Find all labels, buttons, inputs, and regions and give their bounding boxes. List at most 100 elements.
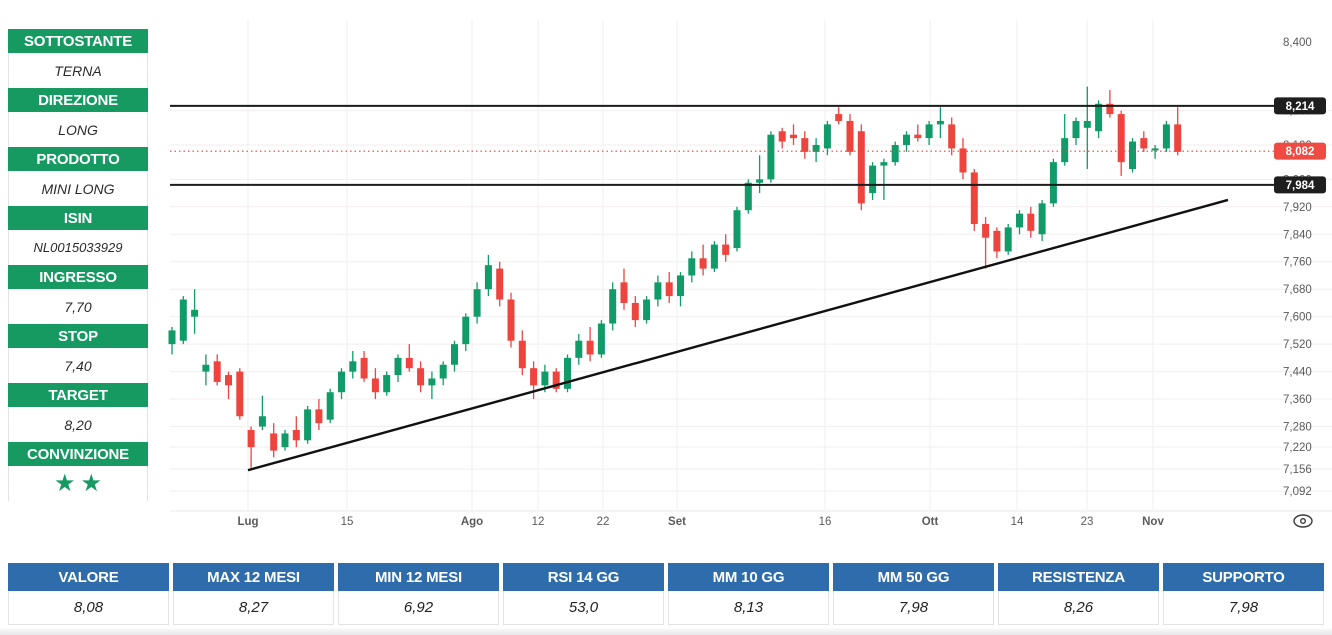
candle-body xyxy=(225,375,232,386)
price-level-tag xyxy=(1274,97,1326,115)
candle-body xyxy=(1072,120,1080,139)
candle-body xyxy=(1004,227,1012,252)
sidebar-header-direzione: DIREZIONE xyxy=(8,88,148,112)
candle-body xyxy=(552,371,560,389)
candle-body xyxy=(869,165,877,194)
current-price-tag xyxy=(1274,142,1326,160)
stat-value-valore: 8,08 xyxy=(8,591,169,625)
candle-body xyxy=(236,371,244,417)
candle-body xyxy=(1106,103,1114,115)
eye-icon[interactable] xyxy=(1293,514,1313,528)
info-sidebar: SOTTOSTANTE TERNA DIREZIONE LONG PRODOTTO MIN… xyxy=(8,29,148,501)
sidebar-value-target: 8,20 xyxy=(8,407,148,442)
stat-value-mm-10-gg: 8,13 xyxy=(668,591,829,625)
candlestick-chart[interactable]: 8,4008,2008,1008,0007,9207,8407,7607,680… xyxy=(0,0,1332,540)
candle-body xyxy=(857,131,865,204)
candle-body xyxy=(405,357,413,369)
y-axis-tick-label: 7,360 xyxy=(1283,394,1312,406)
sidebar-value-stop: 7,40 xyxy=(8,348,148,383)
x-axis-tick-label: Ago xyxy=(461,516,483,528)
stat-header-valore: VALORE xyxy=(8,563,169,591)
stat-value-resistenza: 8,26 xyxy=(998,591,1159,625)
candle-body xyxy=(688,258,696,276)
candle-body xyxy=(564,357,571,389)
sidebar-value-sottostante: TERNA xyxy=(8,53,148,88)
candle-body xyxy=(247,429,255,448)
y-axis-tick-label: 7,280 xyxy=(1283,422,1312,434)
candle-body xyxy=(609,289,617,324)
y-axis-tick-label: 7,920 xyxy=(1283,202,1312,214)
candle-body xyxy=(202,364,210,372)
candle-body xyxy=(699,258,707,269)
candle-body xyxy=(541,371,549,386)
y-axis-tick-label: 8,400 xyxy=(1283,37,1312,49)
sidebar-header-prodotto: PRODOTTO xyxy=(8,147,148,171)
y-axis-tick-label: 7,440 xyxy=(1283,367,1312,379)
candle-body xyxy=(1162,124,1170,149)
candle-body xyxy=(1027,213,1035,231)
stat-header-supporto: SUPPORTO xyxy=(1163,563,1324,591)
x-axis-tick-label: 14 xyxy=(1011,516,1024,528)
y-axis-tick-label: 7,520 xyxy=(1283,339,1312,351)
candle-body xyxy=(270,433,278,451)
candle-body xyxy=(677,275,684,297)
candle-body xyxy=(925,124,933,139)
candle-body xyxy=(1038,203,1046,235)
candle-body xyxy=(360,357,368,379)
price-tag-label: 8,082 xyxy=(1286,146,1315,158)
candle-body xyxy=(1083,120,1091,128)
candle-body xyxy=(643,299,651,321)
candle-body xyxy=(473,289,481,317)
trendline xyxy=(247,198,1229,472)
candle-body xyxy=(326,392,334,420)
candle-body xyxy=(258,416,266,427)
x-axis-tick-label: Lug xyxy=(237,516,258,528)
candle-body xyxy=(451,344,458,365)
candle-body xyxy=(428,378,436,386)
x-axis-tick-label: Set xyxy=(668,516,686,528)
candle-body xyxy=(484,265,492,290)
stat-value-supporto: 7,98 xyxy=(1163,591,1324,625)
candle-body xyxy=(1117,114,1125,163)
x-axis-tick-label: 23 xyxy=(1081,516,1094,528)
conviction-stars: ★★ xyxy=(8,466,148,501)
candle-body xyxy=(1151,148,1159,151)
candle-body xyxy=(213,361,221,382)
candle-body xyxy=(993,230,1001,252)
candle-body xyxy=(586,340,594,355)
candle-body xyxy=(914,134,922,139)
candle-body xyxy=(1095,103,1103,132)
candle-body xyxy=(982,223,990,238)
candle-body xyxy=(801,138,809,152)
candle-body xyxy=(371,378,379,393)
candle-body xyxy=(620,282,628,303)
sidebar-header-isin: ISIN xyxy=(8,206,148,230)
candle-body xyxy=(292,429,300,441)
candle-body xyxy=(936,120,944,125)
candle-body xyxy=(304,409,312,441)
candle-body xyxy=(1174,124,1182,152)
price-tag-label: 8,214 xyxy=(1286,101,1315,113)
candle-body xyxy=(507,299,515,341)
candle-body xyxy=(835,114,843,121)
candle-body xyxy=(654,282,662,300)
stat-value-min-12-mesi: 6,92 xyxy=(338,591,499,625)
x-axis-tick-label: Ott xyxy=(922,516,939,528)
x-axis-tick-label: 15 xyxy=(341,516,354,528)
candle-body xyxy=(281,433,289,448)
candle-body xyxy=(823,124,831,149)
sidebar-header-target: TARGET xyxy=(8,383,148,407)
candle-body xyxy=(1140,138,1148,149)
candle-body xyxy=(970,172,978,224)
x-axis-tick-label: Nov xyxy=(1142,516,1164,528)
stat-header-mm-10-gg: MM 10 GG xyxy=(668,563,829,591)
sidebar-value-isin: NL0015033929 xyxy=(8,230,148,265)
candle-body xyxy=(665,282,673,297)
cropped-row-remnant xyxy=(0,628,1332,635)
candle-body xyxy=(891,144,899,163)
y-axis-tick-label: 7,220 xyxy=(1283,442,1312,454)
stat-header-mm-50-gg: MM 50 GG xyxy=(833,563,994,591)
candle-body xyxy=(168,330,176,345)
y-axis-tick-label: 7,156 xyxy=(1283,464,1312,476)
